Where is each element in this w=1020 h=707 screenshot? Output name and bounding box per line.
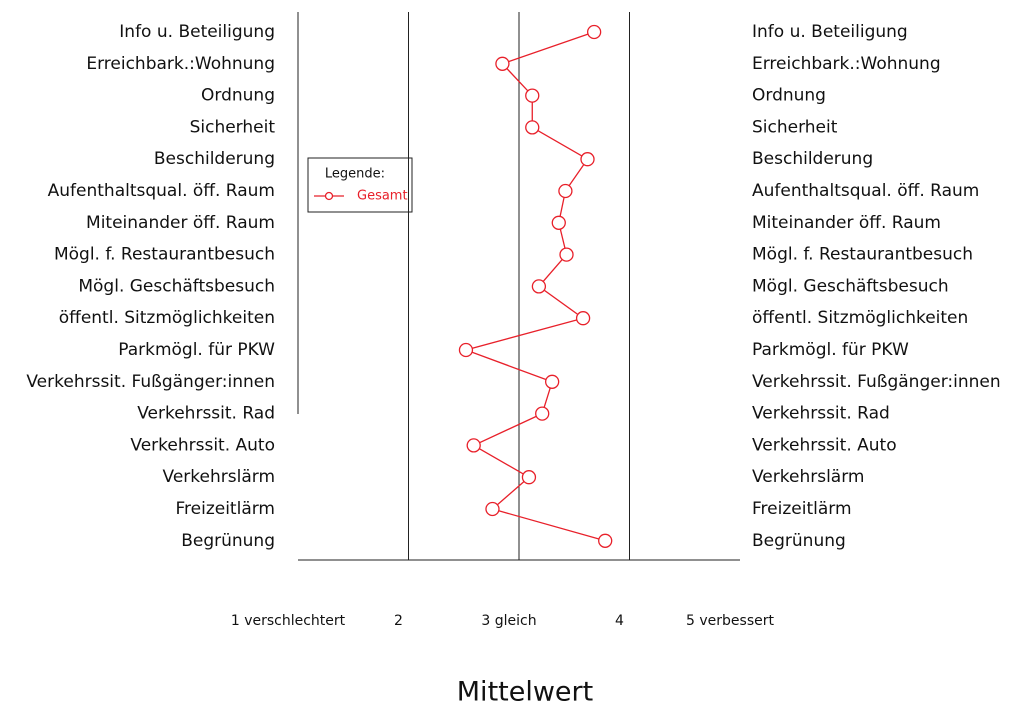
x-tick-label: 5 verbessert [686, 613, 774, 629]
data-point [545, 374, 560, 389]
data-point [551, 215, 566, 230]
x-tick-label: 3 gleich [481, 613, 536, 629]
y2-tick-label: Sicherheit [752, 117, 838, 137]
y2-tick-label: Verkehrssit. Fußgänger:innen [752, 372, 1001, 392]
y2-tick-label: Parkmögl. für PKW [752, 340, 909, 360]
y2-tick-label: Verkehrssit. Rad [752, 404, 890, 424]
y2-tick-label: Info u. Beteiligung [752, 22, 908, 42]
y2-tick-label: Beschilderung [752, 149, 873, 169]
legend-label: Gesamt [357, 189, 408, 204]
data-point [525, 88, 540, 103]
y-tick-label: Freizeitlärm [175, 499, 275, 519]
data-point [575, 311, 591, 326]
y-tick-label: öffentl. Sitzmöglichkeiten [59, 308, 275, 328]
y-tick-label: Verkehrssit. Fußgänger:innen [26, 372, 275, 392]
data-point [525, 120, 540, 135]
y-tick-label: Sicherheit [190, 117, 276, 137]
y2-tick-label: Ordnung [752, 86, 826, 106]
y2-tick-label: öffentl. Sitzmöglichkeiten [752, 308, 968, 328]
data-point [580, 152, 595, 167]
y2-tick-label: Freizeitlärm [752, 499, 852, 519]
data-point [521, 470, 537, 485]
y-tick-label: Aufenthaltsqual. öff. Raum [48, 181, 275, 201]
y-tick-label: Miteinander öff. Raum [86, 213, 275, 233]
y2-tick-label: Verkehrslärm [752, 467, 864, 487]
y-tick-label: Info u. Beteiligung [119, 22, 275, 42]
y-tick-label: Ordnung [201, 86, 275, 106]
data-point [531, 279, 547, 294]
y2-tick-label: Verkehrssit. Auto [752, 435, 897, 455]
data-point [586, 24, 602, 40]
x-axis-label: Mittelwert [457, 677, 593, 707]
y2-tick-label: Miteinander öff. Raum [752, 213, 941, 233]
legend-box [307, 157, 413, 213]
data-point [558, 183, 573, 199]
data-point [485, 501, 500, 517]
data-point [466, 438, 481, 453]
y2-tick-label: Begrünung [752, 531, 846, 551]
x-tick-label: 1 verschlechtert [231, 613, 346, 629]
y2-tick-label: Aufenthaltsqual. öff. Raum [752, 181, 979, 201]
y-tick-label: Beschilderung [154, 149, 275, 169]
data-point [495, 56, 510, 71]
y-tick-label: Verkehrssit. Rad [137, 404, 275, 424]
legend-marker [324, 191, 334, 201]
y-tick-label: Verkehrslärm [163, 467, 275, 487]
y-tick-label: Begrünung [181, 531, 275, 551]
y-tick-label: Verkehrssit. Auto [130, 435, 275, 455]
y2-tick-label: Mögl. f. Restaurantbesuch [752, 245, 973, 265]
data-point [559, 247, 574, 262]
data-point [535, 406, 550, 421]
x-tick-label: 4 [615, 613, 624, 629]
y-tick-label: Mögl. f. Restaurantbesuch [54, 245, 275, 265]
y-tick-label: Erreichbark.:Wohnung [86, 54, 275, 74]
x-tick-label: 2 [394, 613, 403, 629]
data-point [598, 533, 613, 548]
y2-tick-label: Erreichbark.:Wohnung [752, 54, 941, 74]
y2-tick-label: Mögl. Geschäftsbesuch [752, 276, 949, 296]
legend-title: Legende: [325, 167, 385, 182]
y-tick-label: Mögl. Geschäftsbesuch [78, 276, 275, 296]
y-tick-label: Parkmögl. für PKW [118, 340, 275, 360]
data-point [458, 342, 474, 358]
